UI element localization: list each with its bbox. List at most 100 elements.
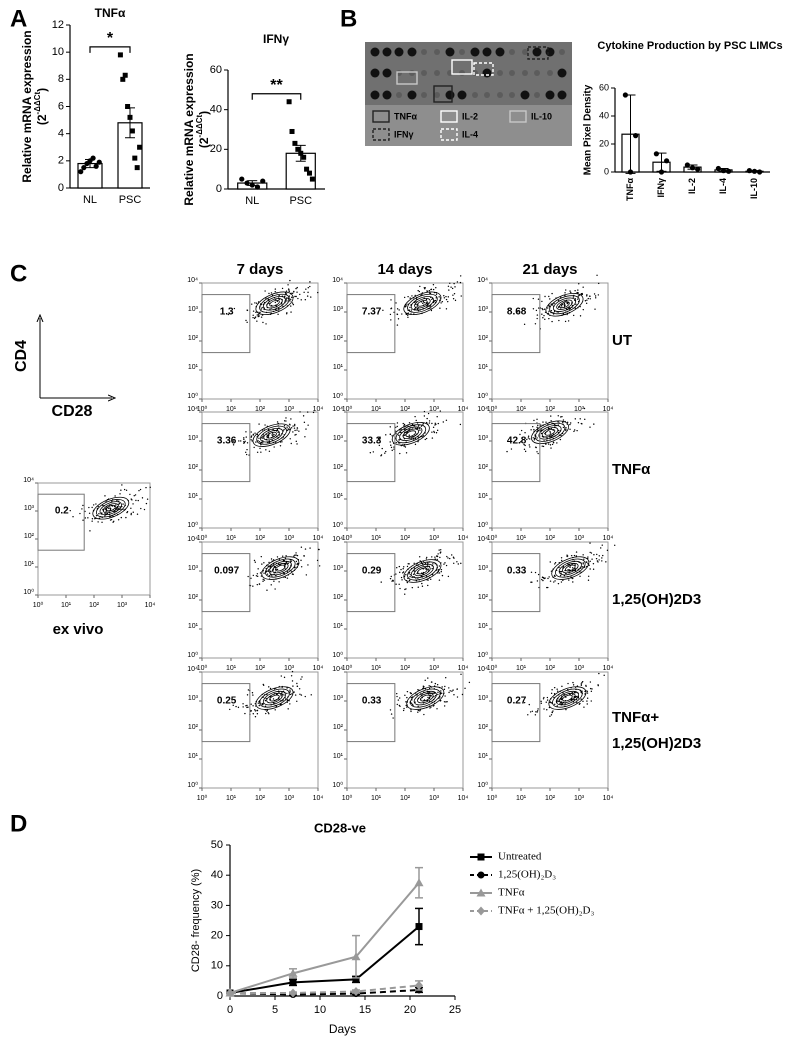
plot-frame (201, 411, 319, 529)
event-dot (538, 586, 540, 589)
event-dot (433, 696, 435, 698)
blot-spot (482, 47, 492, 57)
event-dot (120, 508, 122, 510)
event-dot (232, 440, 235, 442)
event-dot (600, 547, 602, 549)
event-dot (517, 311, 519, 313)
event-dot (242, 706, 244, 708)
event-dot (252, 705, 254, 707)
event-dot (412, 573, 415, 575)
event-dot (577, 422, 580, 424)
event-dot (410, 696, 413, 699)
event-dot (279, 445, 282, 447)
y-axis-label: CD28- frequency (%) (190, 869, 202, 972)
event-dot (558, 319, 560, 322)
event-dot (424, 679, 426, 682)
event-dot (456, 561, 458, 563)
event-dot (596, 560, 599, 562)
legend-swatch (372, 110, 390, 123)
event-dot (572, 681, 574, 684)
y-tick-label: 10¹ (478, 623, 489, 630)
event-dot (418, 556, 421, 558)
event-dot (536, 314, 539, 316)
event-dot (567, 682, 569, 685)
event-dot (286, 692, 288, 695)
event-dot (561, 303, 564, 306)
event-dot (257, 568, 259, 570)
event-dot (417, 705, 419, 708)
event-dot (527, 437, 530, 439)
event-dot (451, 287, 454, 290)
event-dot (440, 692, 443, 694)
event-dot (296, 429, 298, 431)
event-dot (306, 295, 309, 297)
event-dot (421, 585, 424, 587)
marker (352, 975, 360, 983)
event-dot (407, 316, 409, 319)
event-dot (377, 437, 380, 440)
event-dot (432, 426, 435, 429)
event-dot (283, 572, 285, 575)
event-dot (594, 295, 597, 297)
event-dot (534, 446, 537, 448)
event-dot (269, 570, 272, 573)
event-dot (574, 307, 577, 309)
event-dot (294, 295, 296, 298)
event-dot (443, 297, 446, 299)
contour (420, 694, 431, 702)
event-dot (111, 500, 113, 502)
event-dot (378, 444, 381, 447)
x-tick-label: 10⁴ (458, 795, 469, 802)
event-dot (263, 572, 265, 574)
contour (265, 558, 296, 578)
event-dot (281, 441, 283, 443)
event-dot (552, 710, 554, 712)
event-dot (252, 713, 254, 715)
axis-label-cd4: CD4 (13, 340, 30, 372)
event-dot (114, 495, 116, 497)
event-dot (399, 587, 401, 590)
blot-spot (557, 90, 567, 100)
blot-spot (434, 92, 440, 98)
event-dot (380, 581, 382, 583)
y-tick-label: 8 (58, 73, 64, 85)
gate-value: 0.097 (214, 566, 239, 577)
event-dot (427, 412, 430, 415)
event-dot (268, 713, 270, 715)
blot-spot (495, 47, 505, 57)
event-dot (369, 451, 372, 454)
event-dot (296, 443, 298, 445)
blot-spot (434, 49, 440, 55)
y-tick-label: 10¹ (333, 364, 344, 371)
data-point (726, 168, 732, 174)
event-dot (445, 677, 447, 679)
event-dot (589, 298, 591, 300)
event-dot (246, 442, 249, 444)
event-dot (243, 442, 245, 445)
event-dot (456, 696, 459, 698)
x-tick-label: 10² (400, 795, 411, 802)
contour (417, 299, 428, 307)
event-dot (300, 694, 303, 696)
blot-spot (547, 70, 553, 76)
event-dot (287, 708, 289, 710)
event-dot (390, 299, 392, 301)
event-dot (291, 573, 294, 575)
contour (105, 504, 116, 512)
event-dot (413, 562, 415, 565)
event-dot (531, 581, 533, 583)
event-dot (286, 571, 289, 573)
event-dot (305, 574, 308, 576)
blot-spot (497, 92, 503, 98)
event-dot (438, 549, 440, 551)
row-label: TNFα+ (612, 709, 659, 726)
data-point (120, 76, 126, 82)
event-dot (97, 505, 99, 508)
x-tick-label: 10³ (574, 665, 585, 672)
plot-frame (491, 541, 609, 659)
blot-legend-area (365, 105, 572, 146)
event-dot (246, 448, 248, 451)
event-dot (430, 706, 432, 708)
event-dot (422, 685, 425, 687)
event-cloud (389, 673, 471, 719)
